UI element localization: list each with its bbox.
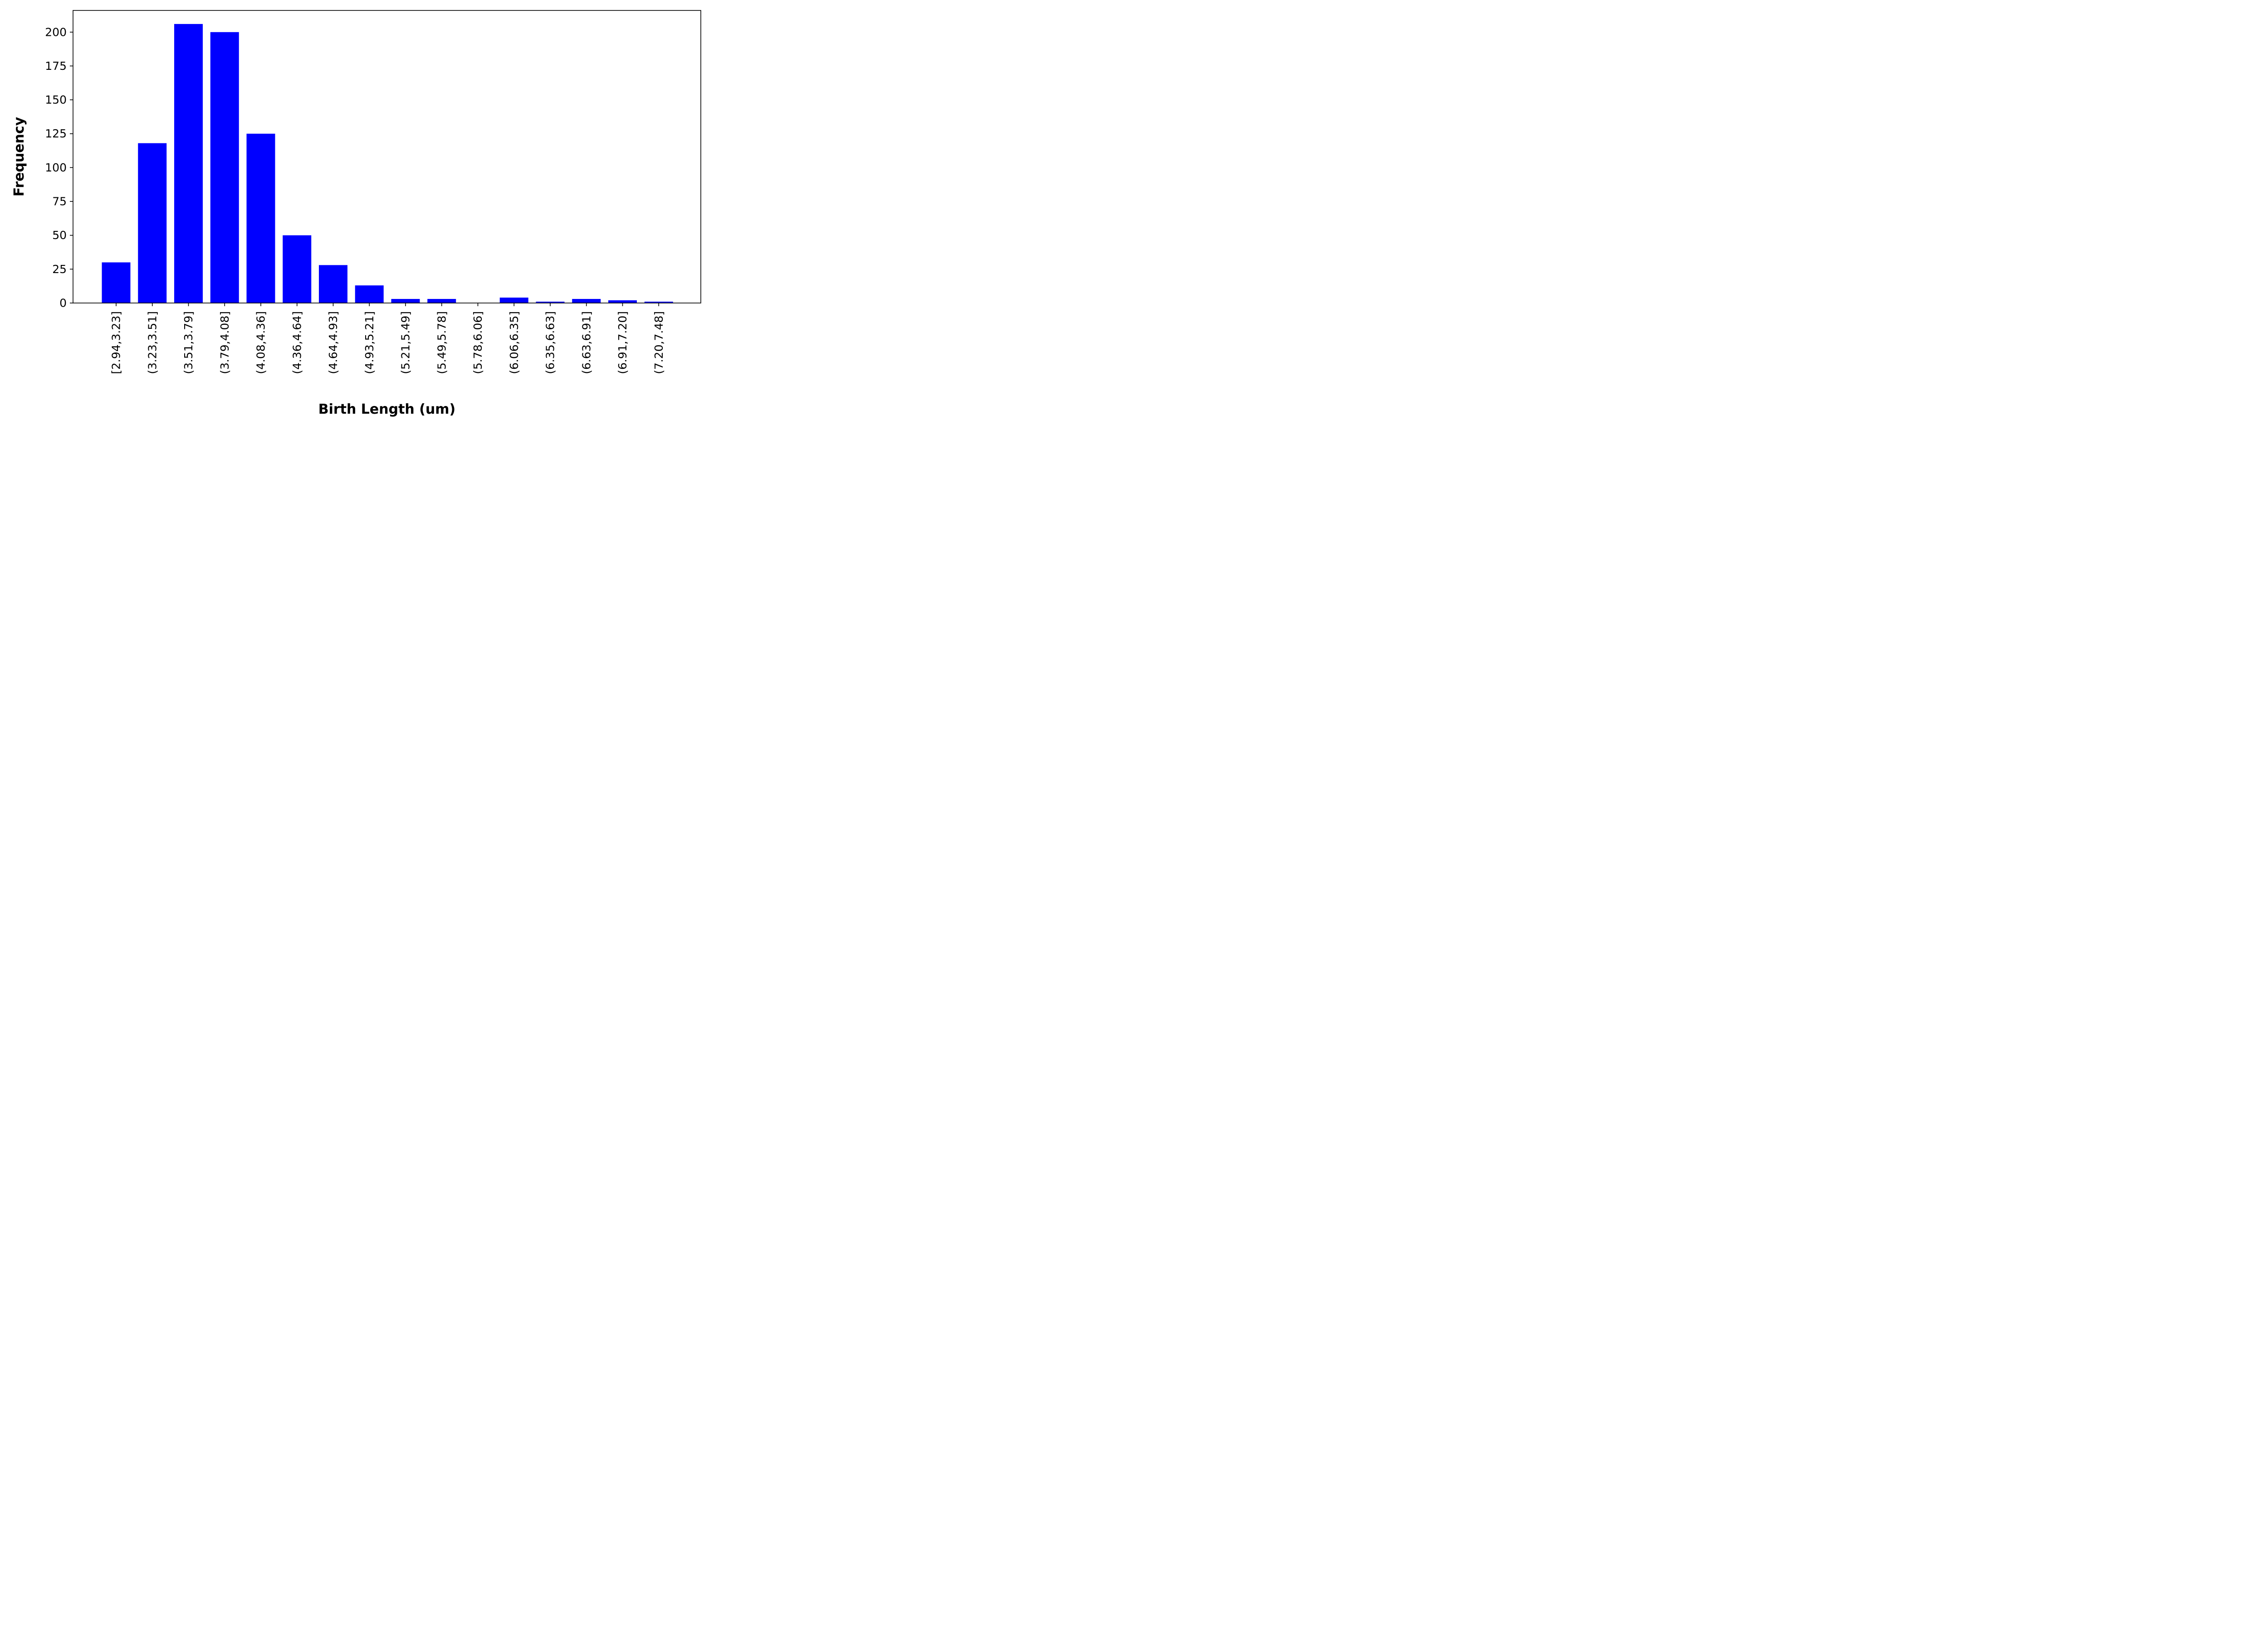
bar (608, 300, 637, 303)
x-tick-label: (4.36,4.64] (290, 311, 303, 374)
x-tick-label: (6.06,6.35] (508, 311, 521, 374)
x-axis-title: Birth Length (um) (318, 401, 456, 417)
histogram-chart: 0 25 50 75 100 125 150 175 200 [2.94,3.23] (3.23,… (0, 0, 709, 425)
y-tick-label: 125 (45, 127, 67, 140)
bar (246, 133, 275, 303)
bars-layer (102, 24, 673, 303)
x-tick-label: (3.51,3.79] (182, 311, 195, 374)
y-tick-label: 75 (52, 195, 67, 208)
x-tick-label: (5.21,5.49] (399, 311, 412, 374)
y-tick-label: 200 (45, 25, 67, 39)
x-tick-label: (4.64,4.93] (327, 311, 340, 374)
x-tick-label: (5.49,5.78] (435, 311, 448, 374)
x-tick-label: (4.08,4.36] (254, 311, 268, 374)
bar (355, 285, 384, 303)
y-tick-label: 175 (45, 59, 67, 73)
bar (572, 299, 601, 303)
bar (283, 235, 312, 303)
x-tick-label: (6.91,7.20] (616, 311, 629, 374)
x-tick-label: (5.78,6.06] (471, 311, 484, 374)
bar (102, 262, 131, 303)
bar (644, 302, 673, 303)
x-tick-label: (3.79,4.08] (218, 311, 231, 374)
x-tick-label: (4.93,5.21] (363, 311, 376, 374)
x-tick-label: (6.35,6.63] (544, 311, 557, 374)
chart-svg: 0 25 50 75 100 125 150 175 200 [2.94,3.23] (3.23,… (0, 0, 709, 425)
y-tick-label: 0 (59, 297, 67, 310)
y-axis: 0 25 50 75 100 125 150 175 200 (45, 25, 73, 310)
x-tick-label: [2.94,3.23] (110, 311, 123, 374)
y-tick-label: 50 (52, 229, 67, 242)
figure-background (0, 0, 709, 425)
bar (138, 143, 167, 303)
bar (427, 299, 456, 303)
bar (319, 265, 347, 303)
bar (391, 299, 420, 303)
y-tick-label: 100 (45, 161, 67, 174)
y-axis-title: Frequency (11, 117, 27, 196)
bar (174, 24, 203, 303)
bar (210, 32, 239, 303)
x-tick-label: (7.20,7.48] (652, 311, 665, 374)
x-tick-label: (6.63,6.91] (580, 311, 593, 374)
bar (499, 298, 528, 303)
x-axis: [2.94,3.23] (3.23,3.51] (3.51,3.79] (3.79,4… (110, 303, 665, 374)
bar (536, 302, 565, 303)
y-tick-label: 150 (45, 93, 67, 107)
x-tick-label: (3.23,3.51] (146, 311, 159, 374)
y-tick-label: 25 (52, 263, 67, 276)
plot-frame (73, 10, 701, 303)
